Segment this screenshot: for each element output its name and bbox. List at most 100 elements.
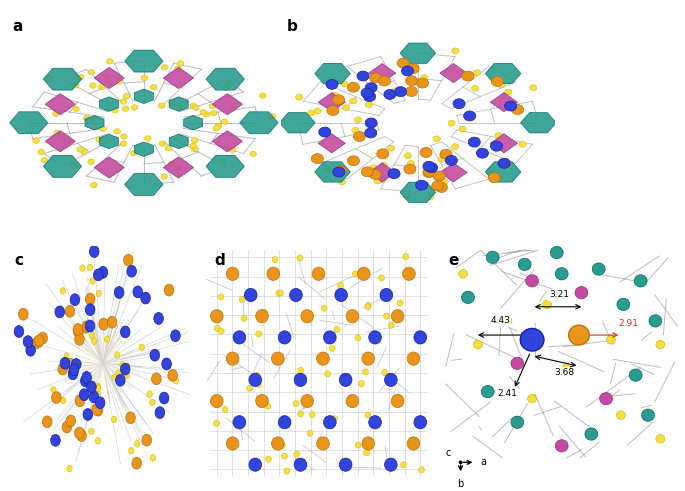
Circle shape xyxy=(365,412,371,418)
Circle shape xyxy=(95,437,101,444)
Circle shape xyxy=(403,267,415,280)
Circle shape xyxy=(86,304,95,316)
Circle shape xyxy=(469,137,480,147)
Polygon shape xyxy=(184,115,203,130)
Circle shape xyxy=(388,322,394,328)
Circle shape xyxy=(99,84,105,90)
Circle shape xyxy=(335,166,347,176)
Circle shape xyxy=(89,391,99,403)
Circle shape xyxy=(175,165,182,170)
Circle shape xyxy=(92,351,113,376)
Circle shape xyxy=(414,331,427,344)
Circle shape xyxy=(342,105,349,110)
Text: b: b xyxy=(286,19,297,34)
Circle shape xyxy=(98,267,108,278)
Polygon shape xyxy=(485,162,521,182)
Circle shape xyxy=(90,120,97,125)
Circle shape xyxy=(347,82,360,92)
Circle shape xyxy=(42,416,52,428)
Circle shape xyxy=(200,109,207,115)
Circle shape xyxy=(278,331,291,344)
Circle shape xyxy=(149,399,155,406)
Circle shape xyxy=(100,319,105,325)
Circle shape xyxy=(476,148,488,158)
Circle shape xyxy=(316,352,329,365)
Circle shape xyxy=(607,335,615,344)
Circle shape xyxy=(190,103,197,109)
Circle shape xyxy=(599,393,612,405)
Circle shape xyxy=(53,111,59,116)
Circle shape xyxy=(364,450,369,456)
Circle shape xyxy=(364,128,377,138)
Circle shape xyxy=(459,461,462,464)
Circle shape xyxy=(370,73,382,83)
Circle shape xyxy=(123,106,129,111)
Circle shape xyxy=(90,348,116,379)
Circle shape xyxy=(420,147,432,158)
Circle shape xyxy=(88,428,94,435)
Circle shape xyxy=(87,264,92,271)
Circle shape xyxy=(55,306,64,318)
Circle shape xyxy=(155,407,164,418)
Circle shape xyxy=(103,74,110,80)
Circle shape xyxy=(99,318,108,330)
Polygon shape xyxy=(490,93,518,112)
Circle shape xyxy=(121,326,130,338)
Circle shape xyxy=(95,355,110,372)
Circle shape xyxy=(473,340,482,349)
Circle shape xyxy=(97,356,109,371)
Circle shape xyxy=(388,145,395,151)
Circle shape xyxy=(75,427,84,439)
Circle shape xyxy=(38,332,47,344)
Circle shape xyxy=(215,123,222,129)
Circle shape xyxy=(249,373,262,386)
Circle shape xyxy=(322,442,327,448)
Circle shape xyxy=(511,357,524,369)
Circle shape xyxy=(73,326,83,338)
Circle shape xyxy=(519,258,531,271)
Circle shape xyxy=(92,403,101,415)
Circle shape xyxy=(278,416,291,429)
Circle shape xyxy=(378,176,386,182)
Circle shape xyxy=(233,416,246,429)
Circle shape xyxy=(114,287,124,299)
Circle shape xyxy=(223,85,229,90)
Circle shape xyxy=(116,375,125,386)
Circle shape xyxy=(226,80,233,85)
Circle shape xyxy=(141,75,148,81)
Circle shape xyxy=(210,110,217,116)
Circle shape xyxy=(493,146,500,152)
Circle shape xyxy=(319,127,331,137)
Circle shape xyxy=(87,344,119,382)
Circle shape xyxy=(226,267,239,280)
Circle shape xyxy=(406,86,417,97)
Circle shape xyxy=(161,64,168,70)
Polygon shape xyxy=(125,173,163,195)
Circle shape xyxy=(276,290,282,296)
Circle shape xyxy=(91,338,97,345)
Circle shape xyxy=(593,263,605,275)
Circle shape xyxy=(229,106,236,111)
Circle shape xyxy=(488,173,500,183)
Circle shape xyxy=(51,435,60,446)
Circle shape xyxy=(245,288,257,301)
Circle shape xyxy=(512,105,523,114)
Circle shape xyxy=(392,88,399,94)
Circle shape xyxy=(321,305,327,311)
Circle shape xyxy=(33,138,40,143)
Circle shape xyxy=(134,440,140,447)
Circle shape xyxy=(176,105,183,110)
Circle shape xyxy=(267,267,279,280)
Circle shape xyxy=(354,117,362,123)
Circle shape xyxy=(112,108,118,113)
Polygon shape xyxy=(134,89,153,104)
Circle shape xyxy=(329,345,335,352)
Polygon shape xyxy=(440,163,467,182)
Circle shape xyxy=(168,370,177,382)
Circle shape xyxy=(76,360,82,367)
Circle shape xyxy=(408,161,414,166)
Circle shape xyxy=(634,275,647,287)
Circle shape xyxy=(341,81,348,87)
Circle shape xyxy=(384,89,396,99)
Circle shape xyxy=(221,119,228,124)
